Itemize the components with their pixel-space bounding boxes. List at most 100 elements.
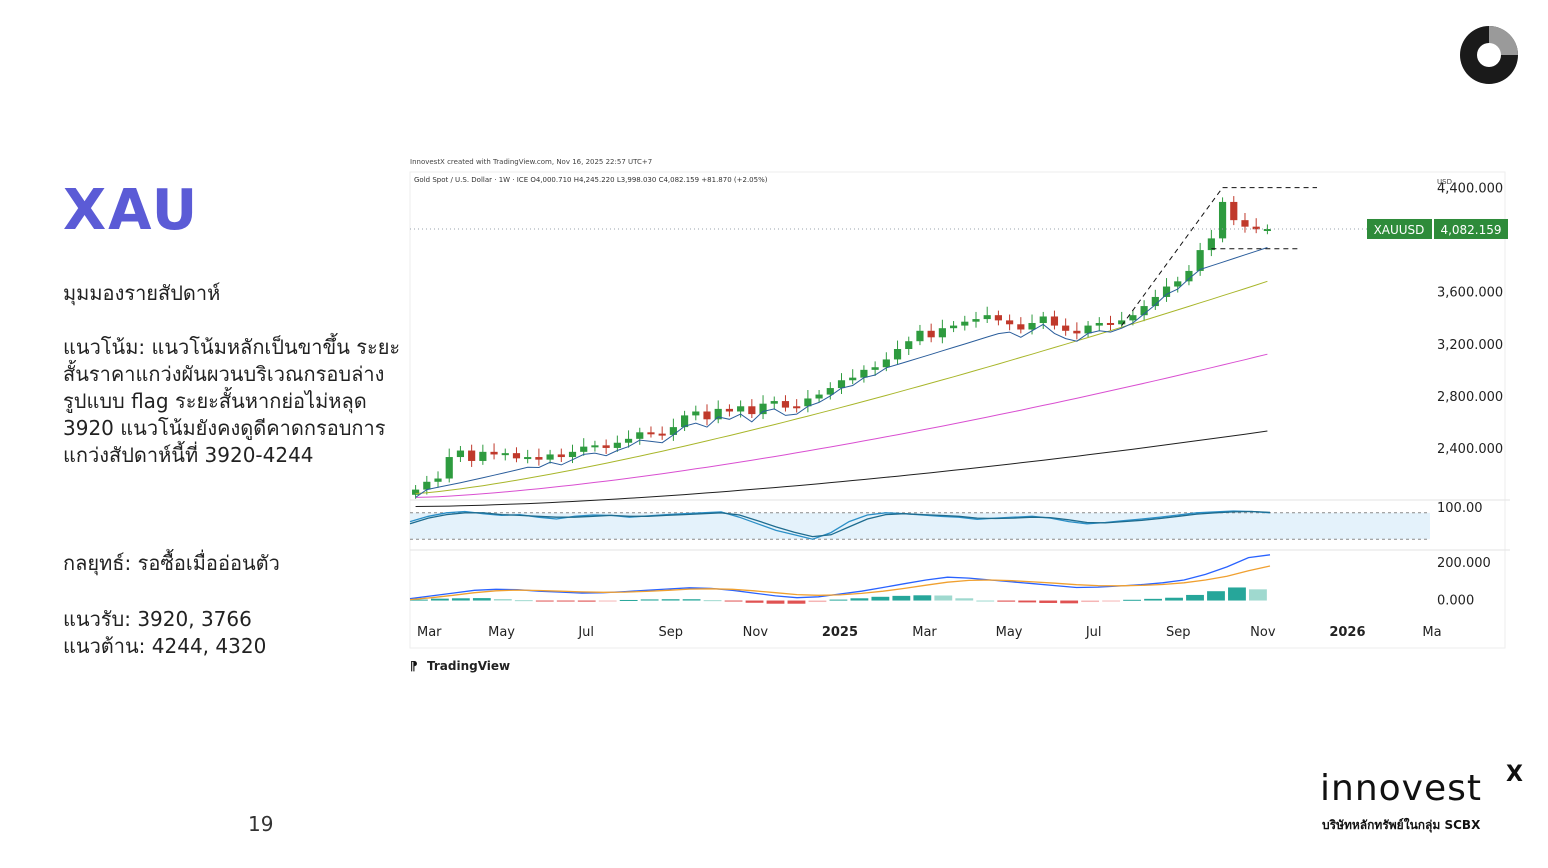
last-price-label: 4,082.159 bbox=[1440, 223, 1501, 237]
candle-body bbox=[546, 454, 554, 460]
chart-frame bbox=[409, 171, 1506, 649]
candle-body bbox=[793, 406, 801, 409]
macd-histogram-bar bbox=[724, 600, 743, 602]
page-number: 19 bbox=[248, 812, 274, 836]
candle-body bbox=[938, 328, 946, 338]
view-subtitle-text: มุมมองรายสัปดาห์ bbox=[63, 281, 221, 305]
chart-header: Gold Spot / U.S. Dollar · 1W · ICE O4,00… bbox=[414, 176, 768, 184]
macd-histogram-bar bbox=[1123, 599, 1141, 601]
candle-body bbox=[647, 432, 655, 435]
candle-body bbox=[905, 341, 913, 350]
macd-histogram-bar bbox=[1144, 598, 1162, 601]
x-tick-label: 2026 bbox=[1329, 625, 1365, 640]
candle-body bbox=[893, 349, 902, 360]
resistance-levels-text: แนวต้าน: 4244, 4320 bbox=[63, 634, 267, 658]
x-tick-label: May bbox=[996, 625, 1023, 640]
candle-body bbox=[1185, 270, 1193, 282]
macd-histogram-bar bbox=[829, 599, 848, 601]
macd-histogram-bar bbox=[850, 598, 869, 601]
candle-body bbox=[871, 367, 879, 370]
candle-body bbox=[860, 369, 868, 378]
candle-body bbox=[1241, 220, 1249, 227]
candle-body bbox=[826, 388, 834, 395]
candle-body bbox=[1084, 325, 1092, 334]
chart-watermark: InnovestX created with TradingView.com, … bbox=[410, 158, 652, 166]
macd-histogram-bar bbox=[1102, 600, 1121, 602]
candle-body bbox=[1062, 325, 1070, 331]
candle-body bbox=[983, 315, 991, 320]
candle-body bbox=[692, 411, 700, 416]
candle-body bbox=[748, 406, 756, 415]
candle-body bbox=[949, 325, 958, 329]
support-levels-text: แนวรับ: 3920, 3766 bbox=[63, 607, 252, 631]
y-tick-label: 2,400.000 bbox=[1437, 442, 1503, 457]
oscillator-d-line bbox=[409, 510, 1271, 538]
candle-body bbox=[501, 453, 509, 456]
macd-tick-label: 200.000 bbox=[1437, 556, 1491, 571]
macd-histogram-bar bbox=[703, 600, 722, 602]
macd-histogram-bar bbox=[514, 600, 533, 602]
strategy: กลยุทธ์: รอซื้อเมื่ออ่อนตัว bbox=[63, 550, 403, 577]
tradingview-logo-icon: ⁋ bbox=[410, 659, 418, 673]
brand-superscript: X bbox=[1506, 762, 1523, 787]
candle-body bbox=[882, 359, 890, 368]
candle-body bbox=[434, 478, 442, 482]
candle-body bbox=[1174, 281, 1182, 287]
macd-histogram-bar bbox=[619, 599, 638, 601]
candle-body bbox=[1252, 226, 1260, 230]
x-tick-label: Jul bbox=[577, 625, 594, 640]
candle-body bbox=[456, 450, 465, 458]
x-tick-label: Mar bbox=[912, 625, 937, 640]
candle-body bbox=[602, 445, 610, 448]
candle-body bbox=[1218, 201, 1227, 239]
candle-body bbox=[927, 330, 935, 338]
candle-body bbox=[1129, 315, 1137, 321]
x-tick-label: Jul bbox=[1085, 625, 1102, 640]
candle-body bbox=[580, 446, 588, 452]
macd-line bbox=[409, 554, 1271, 600]
candle-body bbox=[1140, 306, 1148, 316]
macd-histogram-bar bbox=[472, 598, 491, 601]
candle-body bbox=[737, 406, 745, 412]
candle-body bbox=[714, 408, 722, 420]
moving-average-line bbox=[415, 247, 1268, 498]
candle-body bbox=[1118, 320, 1126, 325]
macd-histogram-bar bbox=[410, 599, 428, 601]
macd-histogram-bar bbox=[430, 598, 449, 601]
macd-histogram-bar bbox=[976, 600, 995, 602]
innovestx-ring-logo-icon bbox=[1460, 26, 1518, 84]
macd-histogram-bar bbox=[598, 600, 617, 602]
candle-body bbox=[490, 451, 498, 455]
candle-body bbox=[669, 427, 677, 435]
candle-body bbox=[837, 380, 846, 389]
currency-label: USD bbox=[1437, 178, 1452, 186]
candle-body bbox=[1162, 286, 1171, 297]
y-tick-label: 4,400.000 bbox=[1437, 182, 1503, 197]
macd-histogram-bar bbox=[640, 599, 659, 601]
candle-body bbox=[1263, 229, 1271, 232]
macd-histogram-bar bbox=[1186, 594, 1204, 601]
moving-average-line bbox=[415, 430, 1268, 507]
candle-body bbox=[994, 315, 1002, 321]
candle-body bbox=[524, 457, 532, 460]
y-tick-label: 3,200.000 bbox=[1437, 338, 1503, 353]
candle-body bbox=[1028, 322, 1036, 330]
x-tick-label: Nov bbox=[1250, 625, 1276, 640]
candle-body bbox=[1073, 330, 1081, 334]
flag-pole-line bbox=[1121, 187, 1223, 326]
macd-histogram-bar bbox=[871, 596, 890, 601]
macd-histogram-bar bbox=[955, 598, 974, 601]
candle-body bbox=[681, 415, 689, 428]
levels: แนวรับ: 3920, 3766 แนวต้าน: 4244, 4320 bbox=[63, 606, 403, 660]
candle-body bbox=[961, 321, 969, 326]
candle-body bbox=[916, 330, 924, 342]
y-tick-label: 3,600.000 bbox=[1437, 286, 1503, 301]
candle-body bbox=[972, 319, 980, 322]
macd-histogram-bar bbox=[1207, 591, 1225, 601]
xauusd-weekly-chart: InnovestX created with TradingView.com, … bbox=[409, 158, 1510, 673]
strategy-text: กลยุทธ์: รอซื้อเมื่ออ่อนตัว bbox=[63, 551, 280, 575]
oscillator-tick-label: 100.00 bbox=[1437, 501, 1483, 516]
brand-name: innovest bbox=[1320, 768, 1482, 809]
candle-body bbox=[1095, 322, 1103, 326]
macd-histogram-bar bbox=[1081, 600, 1100, 603]
